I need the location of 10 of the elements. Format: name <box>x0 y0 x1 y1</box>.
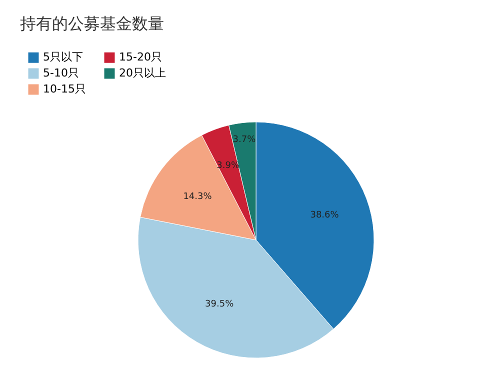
data-label: 3.7% <box>232 135 256 146</box>
chart-title: 持有的公募基金数量 <box>20 14 164 33</box>
legend-label: 15-20只 <box>119 50 162 64</box>
data-label: 14.3% <box>183 192 212 202</box>
legend-label: 20只以上 <box>119 66 166 80</box>
legend-label: 10-15只 <box>43 82 86 96</box>
legend-label: 5只以下 <box>43 50 83 64</box>
data-label: 38.6% <box>310 210 340 220</box>
data-label: 39.5% <box>205 299 234 310</box>
legend-label: 5-10只 <box>43 66 79 80</box>
